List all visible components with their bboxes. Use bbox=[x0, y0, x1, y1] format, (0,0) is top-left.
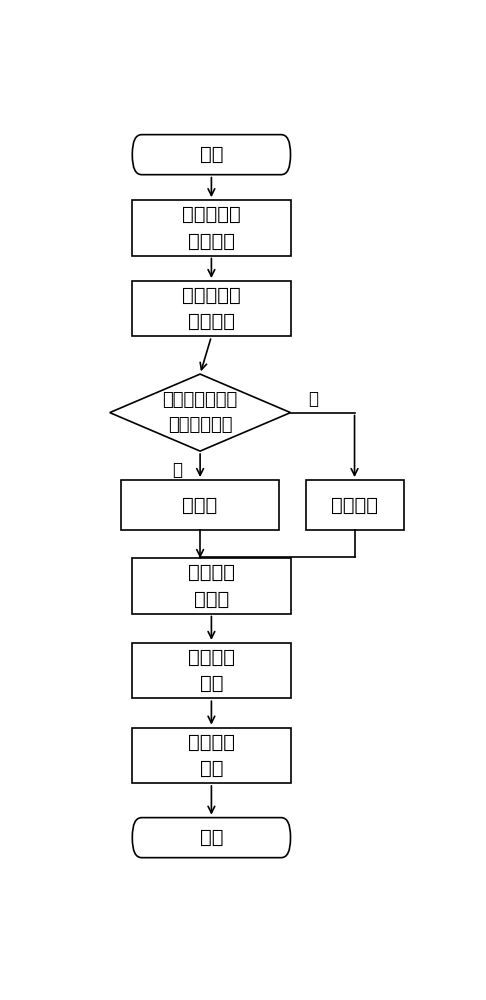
Bar bbox=[132, 558, 291, 614]
Text: 开始: 开始 bbox=[200, 145, 223, 164]
Text: 梯度幅值与
方向计算: 梯度幅值与 方向计算 bbox=[182, 205, 241, 251]
Text: 否: 否 bbox=[308, 390, 318, 408]
FancyBboxPatch shape bbox=[132, 135, 291, 175]
Bar bbox=[121, 480, 279, 530]
Text: 非边缘点: 非边缘点 bbox=[331, 495, 378, 514]
Text: 边缘点: 边缘点 bbox=[182, 495, 218, 514]
Text: 结束: 结束 bbox=[200, 828, 223, 847]
Text: 是: 是 bbox=[173, 461, 183, 479]
Bar bbox=[132, 200, 291, 256]
Text: 梯度幅值大于局
部自适应阈值: 梯度幅值大于局 部自适应阈值 bbox=[162, 391, 238, 434]
Text: 边缘方向
分类: 边缘方向 分类 bbox=[188, 648, 235, 693]
Bar bbox=[132, 281, 291, 336]
Bar bbox=[306, 480, 403, 530]
Text: 获得边缘
二值图: 获得边缘 二值图 bbox=[188, 563, 235, 609]
Bar bbox=[132, 728, 291, 783]
FancyBboxPatch shape bbox=[132, 818, 291, 858]
Text: 边缘信息
滤波: 边缘信息 滤波 bbox=[188, 732, 235, 778]
Bar bbox=[132, 643, 291, 698]
Polygon shape bbox=[110, 374, 291, 451]
Text: 局部自适应
阈值计算: 局部自适应 阈值计算 bbox=[182, 286, 241, 331]
